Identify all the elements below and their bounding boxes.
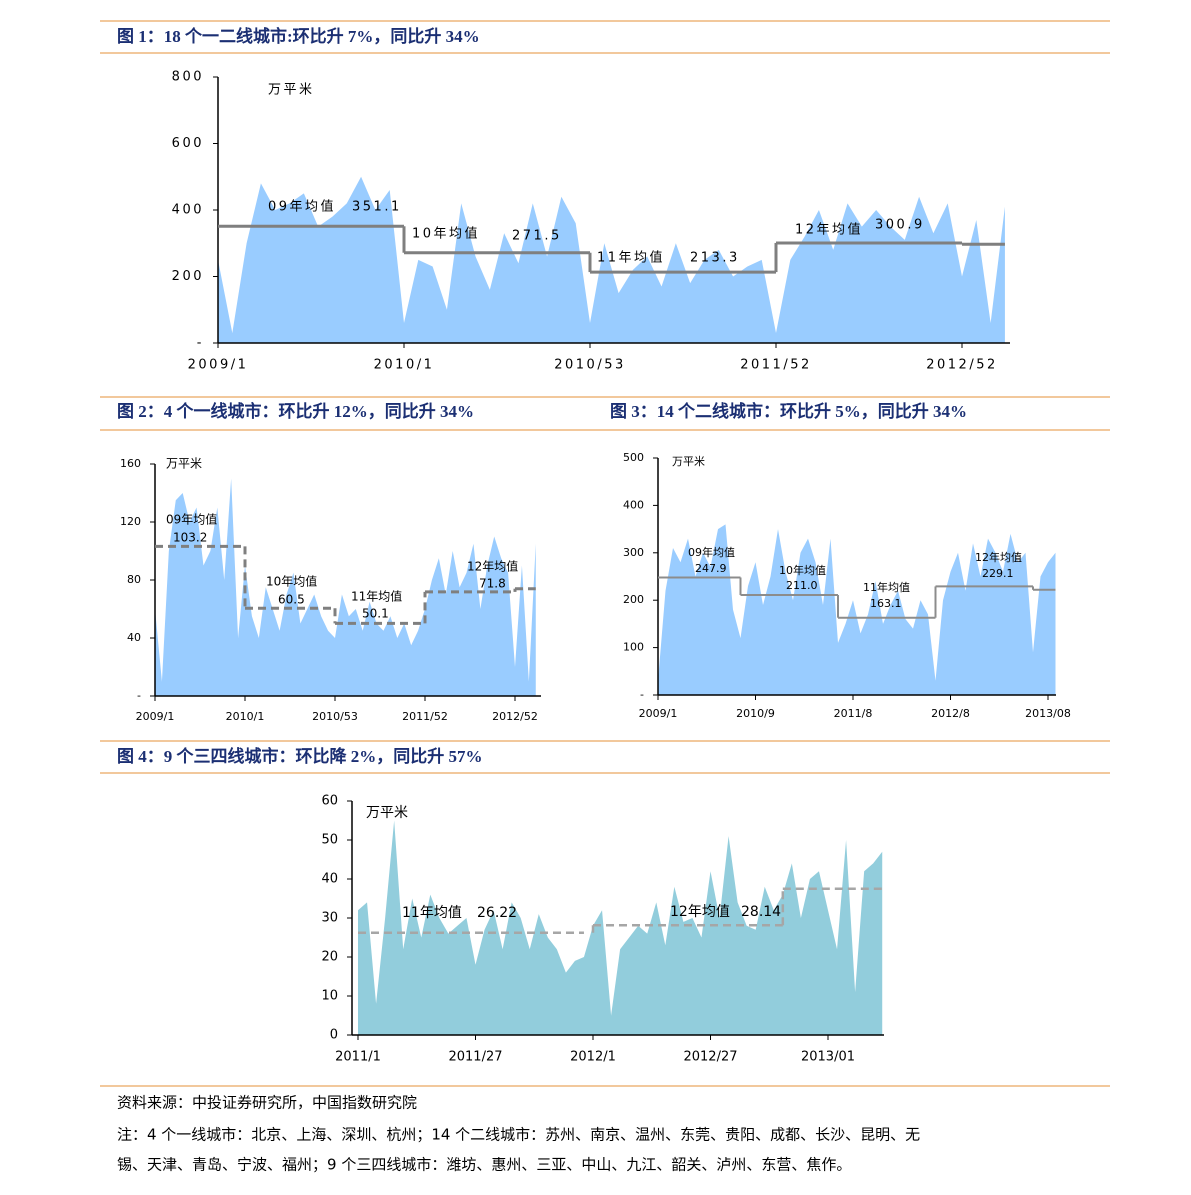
average-label: 12年均值 xyxy=(795,222,863,238)
average-value: 211.0 xyxy=(786,579,818,592)
x-tick-label: 2011/27 xyxy=(448,1050,502,1065)
y-tick-label: 100 xyxy=(623,641,644,654)
y-tick-label: - xyxy=(640,688,644,701)
y-tick-label: 80 xyxy=(127,573,141,586)
x-tick-label: 2011/1 xyxy=(335,1050,381,1065)
y-tick-label: 500 xyxy=(623,451,644,464)
y-tick-label: 40 xyxy=(321,872,338,887)
x-tick-label: 2012/27 xyxy=(683,1050,737,1065)
y-tick-label: - xyxy=(197,336,204,351)
x-tick-label: 2010/1 xyxy=(374,358,435,373)
note: 锡、天津、青岛、宁波、福州；9 个三四线城市：潍坊、惠州、三亚、中山、九江、韶关… xyxy=(117,1156,851,1174)
y-tick-label: 40 xyxy=(127,631,141,644)
y-tick-label: 600 xyxy=(172,136,204,151)
unit-label: 万平米 xyxy=(672,455,705,468)
area xyxy=(358,820,883,1035)
chart-title: 图 2：4 个一线城市：环比升 12%，同比升 34% xyxy=(117,401,474,421)
average-value: 247.9 xyxy=(695,562,727,575)
x-tick-label: 2012/1 xyxy=(570,1050,616,1065)
y-tick-label: 160 xyxy=(120,457,141,470)
y-tick-label: - xyxy=(137,689,141,702)
average-label: 10年均值 xyxy=(266,574,317,589)
x-tick-label: 2009/1 xyxy=(639,707,678,720)
average-label: 12年均值 xyxy=(467,559,518,574)
average-label: 11年均值 xyxy=(351,589,402,604)
y-tick-label: 30 xyxy=(321,911,338,926)
y-tick-label: 200 xyxy=(623,593,644,606)
average-value: 163.1 xyxy=(870,597,902,610)
average-value: 71.8 xyxy=(479,577,506,591)
x-tick-label: 2011/8 xyxy=(834,707,873,720)
area xyxy=(155,478,536,696)
average-value: 28.14 xyxy=(741,904,781,920)
average-label: 09年均值 xyxy=(166,512,217,527)
x-tick-label: 2012/52 xyxy=(926,358,998,373)
chart-title: 图 4：9 个三四线城市：环比降 2%，同比升 57% xyxy=(117,746,483,766)
average-value: 103.2 xyxy=(173,531,207,545)
chart-title: 图 3：14 个二线城市：环比升 5%，同比升 34% xyxy=(610,401,967,421)
x-tick-label: 2013/08 xyxy=(1025,707,1071,720)
x-tick-label: 2010/53 xyxy=(554,358,626,373)
average-label: 11年均值 xyxy=(863,580,910,594)
area xyxy=(218,176,1005,343)
x-tick-label: 2009/1 xyxy=(188,358,249,373)
y-tick-label: 400 xyxy=(172,203,204,218)
y-tick-label: 20 xyxy=(321,950,338,965)
unit-label: 万平米 xyxy=(268,83,315,98)
x-tick-label: 2010/9 xyxy=(736,707,775,720)
average-value: 351.1 xyxy=(352,200,402,215)
x-tick-label: 2013/01 xyxy=(801,1050,855,1065)
y-tick-label: 200 xyxy=(172,269,204,284)
chart-title: 图 1：18 个一二线城市:环比升 7%，同比升 34% xyxy=(117,26,480,46)
note: 注：4 个一线城市：北京、上海、深圳、杭州；14 个二线城市：苏州、南京、温州、… xyxy=(117,1126,920,1144)
average-label: 12年均值 xyxy=(975,550,1022,564)
average-label: 09年均值 xyxy=(268,199,336,215)
x-tick-label: 2010/1 xyxy=(226,710,265,723)
x-tick-label: 2012/8 xyxy=(931,707,970,720)
average-value: 229.1 xyxy=(982,567,1014,580)
average-label: 11年均值 xyxy=(597,250,665,266)
x-tick-label: 2010/53 xyxy=(312,710,358,723)
y-tick-label: 300 xyxy=(623,546,644,559)
y-tick-label: 400 xyxy=(623,498,644,511)
average-label: 09年均值 xyxy=(688,545,735,559)
x-tick-label: 2012/52 xyxy=(492,710,538,723)
unit-label: 万平米 xyxy=(166,457,202,471)
average-label: 10年均值 xyxy=(779,563,826,577)
average-value: 50.1 xyxy=(362,607,389,621)
average-label: 12年均值 xyxy=(670,904,730,920)
x-tick-label: 2009/1 xyxy=(136,710,175,723)
average-label: 10年均值 xyxy=(412,226,480,242)
y-tick-label: 0 xyxy=(330,1028,338,1043)
y-tick-label: 800 xyxy=(172,70,204,85)
y-tick-label: 60 xyxy=(321,794,338,809)
average-label: 11年均值 xyxy=(402,905,462,921)
average-value: 300.9 xyxy=(875,218,925,233)
y-tick-label: 50 xyxy=(321,833,338,848)
source: 资料来源：中投证券研究所，中国指数研究院 xyxy=(117,1094,417,1112)
area xyxy=(658,524,1056,695)
unit-label: 万平米 xyxy=(366,805,408,821)
average-value: 213.3 xyxy=(690,251,740,266)
x-tick-label: 2011/52 xyxy=(740,358,812,373)
x-tick-label: 2011/52 xyxy=(402,710,448,723)
y-tick-label: 10 xyxy=(321,989,338,1004)
y-tick-label: 120 xyxy=(120,515,141,528)
average-value: 271.5 xyxy=(512,229,562,244)
average-value: 26.22 xyxy=(477,905,517,921)
average-value: 60.5 xyxy=(278,593,305,607)
